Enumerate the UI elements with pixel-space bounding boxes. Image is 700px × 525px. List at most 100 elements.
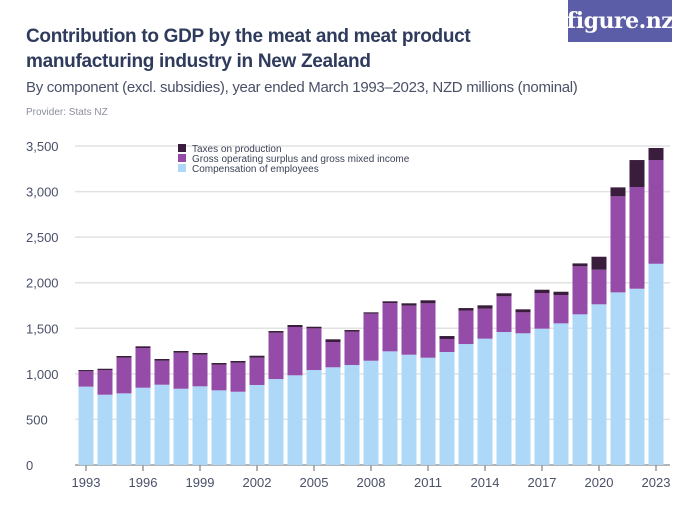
x-tick-label: 1993 bbox=[72, 475, 101, 490]
bar-segment bbox=[458, 308, 474, 311]
bar-segment bbox=[249, 357, 265, 385]
bar-segment bbox=[97, 368, 113, 371]
bar-segment bbox=[78, 371, 94, 387]
bar-segment bbox=[268, 332, 284, 380]
y-tick-label: 1,000 bbox=[26, 367, 59, 382]
bar-segment bbox=[382, 303, 398, 352]
bar-segment bbox=[401, 305, 417, 355]
bar-segment bbox=[97, 394, 113, 465]
bar-segment bbox=[553, 323, 569, 465]
bar-segment bbox=[477, 305, 493, 309]
bar-segment bbox=[325, 339, 341, 343]
bar-segment bbox=[439, 336, 455, 340]
bar-segment bbox=[287, 375, 303, 465]
bar-segment bbox=[401, 303, 417, 306]
bar-segment bbox=[97, 370, 113, 395]
bar-segment bbox=[553, 295, 569, 324]
x-tick-label: 2017 bbox=[528, 475, 557, 490]
bar-segment bbox=[287, 327, 303, 376]
bar-segment bbox=[382, 301, 398, 304]
bar-segment bbox=[363, 360, 379, 465]
bar-segment bbox=[572, 314, 588, 465]
bar-segment bbox=[629, 187, 645, 289]
legend-swatch bbox=[178, 144, 186, 152]
bar-segment bbox=[249, 384, 265, 465]
bar-segment bbox=[249, 355, 265, 358]
bar-segment bbox=[420, 303, 436, 358]
bar-segment bbox=[591, 304, 607, 465]
bar-segment bbox=[325, 367, 341, 465]
x-tick-label: 2008 bbox=[357, 475, 386, 490]
bar-segment bbox=[458, 310, 474, 345]
x-tick-label: 2002 bbox=[243, 475, 272, 490]
x-tick-label: 2014 bbox=[471, 475, 500, 490]
bar-segment bbox=[230, 362, 246, 392]
legend-label: Compensation of employees bbox=[192, 164, 319, 175]
bar-segment bbox=[306, 328, 322, 371]
bar-segment bbox=[610, 187, 626, 197]
bar-segment bbox=[458, 344, 474, 465]
bar-segment bbox=[192, 386, 208, 465]
bar-segment bbox=[534, 328, 550, 465]
bar-segment bbox=[363, 313, 379, 361]
bar-segment bbox=[344, 330, 360, 332]
legend-label: Gross operating surplus and gross mixed … bbox=[192, 154, 410, 165]
bar-segment bbox=[591, 269, 607, 305]
x-tick-label: 2023 bbox=[642, 475, 671, 490]
bar-segment bbox=[116, 357, 132, 394]
bar-segment bbox=[648, 263, 664, 465]
bar-segment bbox=[629, 160, 645, 188]
bar-segment bbox=[306, 370, 322, 465]
bar-segment bbox=[135, 348, 151, 388]
bar-segment bbox=[287, 325, 303, 328]
bar-segment bbox=[154, 359, 170, 361]
bar-segment bbox=[173, 388, 189, 465]
bar-segment bbox=[534, 293, 550, 329]
bar-segment bbox=[268, 331, 284, 333]
bar-segment bbox=[135, 346, 151, 349]
bar-segment bbox=[135, 387, 151, 465]
x-tick-label: 2005 bbox=[300, 475, 329, 490]
legend-swatch bbox=[178, 154, 186, 162]
bar-segment bbox=[515, 333, 531, 465]
bar-segment bbox=[192, 352, 208, 355]
bar-segment bbox=[496, 332, 512, 465]
figure-nz-logo[interactable]: figure.nz bbox=[567, 0, 674, 42]
chart-title: Contribution to GDP by the meat and meat… bbox=[26, 26, 471, 72]
bar-segment bbox=[572, 263, 588, 267]
x-tick-label: 1996 bbox=[129, 475, 158, 490]
bar-segment bbox=[439, 351, 455, 465]
bar-segment bbox=[268, 379, 284, 465]
bar-segment bbox=[306, 326, 322, 329]
bar-segment bbox=[211, 364, 227, 391]
bar-segment bbox=[211, 363, 227, 365]
bar-segment bbox=[496, 296, 512, 333]
bar-segment bbox=[572, 266, 588, 315]
bar-segment bbox=[363, 312, 379, 314]
y-tick-label: 3,000 bbox=[26, 185, 59, 200]
bar-segment bbox=[629, 288, 645, 465]
bar-segment bbox=[154, 360, 170, 385]
bar-segment bbox=[173, 350, 189, 353]
bar-segment bbox=[78, 370, 94, 372]
bar-segment bbox=[420, 357, 436, 465]
bar-segment bbox=[230, 361, 246, 363]
chart-subtitle: By component (excl. subsidies), year end… bbox=[26, 79, 578, 96]
bar-segment bbox=[78, 386, 94, 465]
y-tick-label: 1,500 bbox=[26, 321, 59, 336]
bar-segment bbox=[477, 308, 493, 339]
bar-segment bbox=[420, 300, 436, 304]
bar-segment bbox=[344, 365, 360, 465]
bar-segment bbox=[211, 390, 227, 465]
y-tick-label: 2,000 bbox=[26, 276, 59, 291]
x-tick-label: 2020 bbox=[585, 475, 614, 490]
bar-segment bbox=[648, 160, 664, 264]
y-tick-label: 2,500 bbox=[26, 230, 59, 245]
bar-segment bbox=[116, 355, 132, 358]
bar-segment bbox=[344, 331, 360, 366]
bar-segment bbox=[515, 312, 531, 334]
y-tick-label: 0 bbox=[26, 458, 33, 473]
bar-segment bbox=[154, 384, 170, 465]
